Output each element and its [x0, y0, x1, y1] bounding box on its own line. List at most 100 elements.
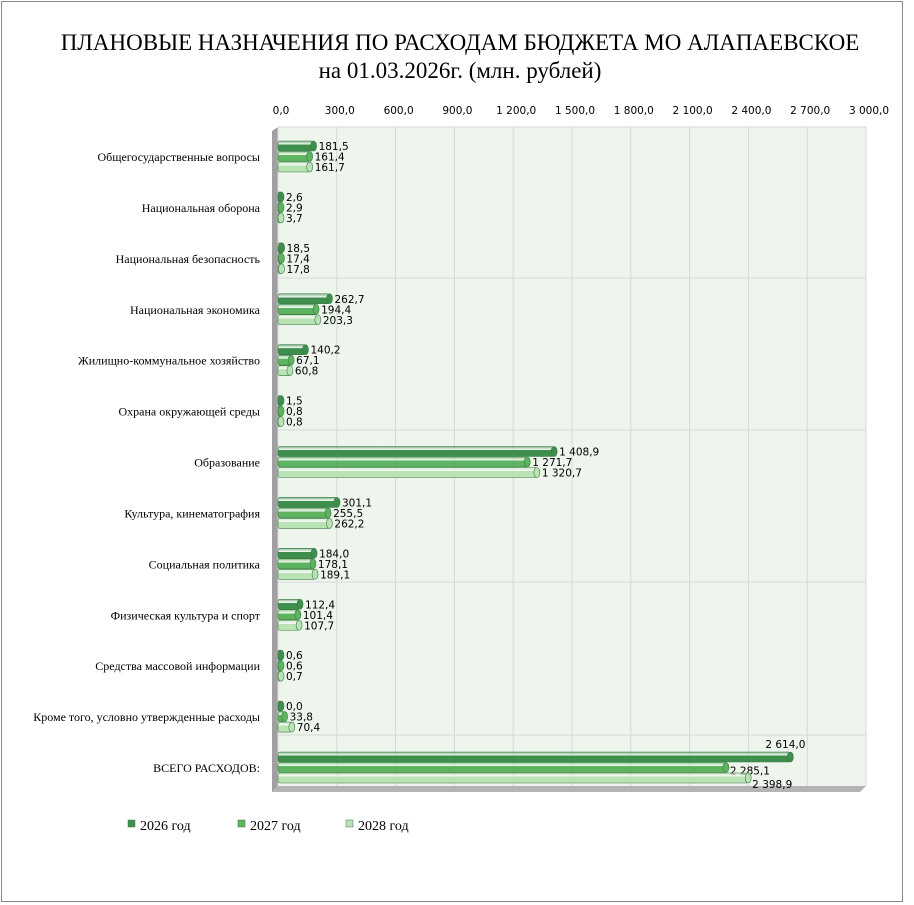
bar-2027-год — [277, 456, 528, 468]
data-label: 3,7 — [286, 213, 303, 225]
bar-cap — [550, 446, 558, 457]
data-label: 18,5 — [287, 243, 310, 255]
bar-2028-год — [277, 161, 310, 173]
chart-title-line2: на 01.03.2026г. (млн. рублей) — [319, 58, 602, 83]
data-label: 161,4 — [315, 152, 345, 164]
bar-2026-год — [277, 497, 338, 508]
data-label: 0,8 — [286, 417, 303, 429]
category-label: Жилищно-коммунальное хозяйство — [78, 354, 260, 368]
x-tick-label: 600,0 — [384, 105, 414, 117]
legend-swatch — [127, 819, 136, 828]
category-label: ВСЕГО РАСХОДОВ: — [153, 761, 260, 775]
bar-cap — [277, 700, 285, 712]
x-tick-label: 2 400,0 — [731, 105, 771, 117]
x-tick-label: 300,0 — [325, 105, 355, 117]
bar-2027-год — [277, 151, 310, 162]
bar-cap — [326, 293, 333, 305]
bar-2026-год — [277, 140, 314, 152]
data-label: 0,8 — [286, 406, 303, 418]
side-wall — [272, 127, 278, 792]
floor — [272, 786, 866, 792]
bar-cap — [288, 721, 296, 733]
data-label: 17,4 — [286, 253, 310, 265]
bar-cap — [333, 497, 341, 508]
bar-2026-год — [277, 548, 315, 559]
category-label: Национальная экономика — [130, 303, 261, 317]
bar-2028-год — [277, 518, 330, 529]
bar-cap — [294, 609, 302, 621]
data-label: 2 614,0 — [765, 739, 805, 751]
x-tick-label: 1 800,0 — [614, 105, 654, 117]
legend-entry: 2028 год — [358, 819, 409, 834]
legend-entry: 2026 год — [140, 819, 191, 834]
category-label: Средства массовой информации — [95, 659, 260, 673]
bar-cap — [295, 619, 303, 631]
category-label: Национальная оборона — [142, 201, 261, 215]
bar-cap — [302, 344, 309, 355]
data-label: 189,1 — [320, 569, 350, 581]
data-label: 1 320,7 — [542, 468, 582, 480]
bar-cap — [277, 191, 285, 203]
data-label: 70,4 — [297, 722, 321, 734]
bar-2027-год — [277, 507, 329, 519]
bar-cap — [314, 314, 322, 326]
data-label: 262,2 — [334, 518, 364, 530]
data-label: 0,6 — [286, 650, 303, 662]
bar-cap — [277, 395, 285, 406]
bar-cap — [278, 242, 285, 254]
category-label: Социальная политика — [149, 557, 261, 571]
x-tick-label: 900,0 — [442, 105, 472, 117]
bar-cap — [787, 751, 794, 763]
data-label: 2,9 — [286, 202, 303, 214]
bar-cap — [310, 548, 318, 559]
data-label: 1 271,7 — [532, 457, 572, 469]
category-label: Национальная безопасность — [116, 252, 261, 266]
data-label: 184,0 — [319, 548, 349, 560]
category-label: Физическая культура и спорт — [111, 608, 261, 622]
bar-cap — [278, 253, 285, 264]
data-label: 181,5 — [319, 141, 349, 153]
bar-cap — [286, 365, 294, 376]
x-tick-label: 1 500,0 — [555, 105, 595, 117]
data-label: 161,7 — [315, 162, 345, 174]
legend-swatch — [345, 819, 354, 828]
bar-cap — [324, 507, 332, 519]
category-label: Охрана окружающей среды — [119, 405, 261, 419]
bar-cap — [311, 569, 319, 580]
category-label: Культура, кинематография — [124, 506, 260, 520]
category-label: Образование — [194, 456, 260, 470]
data-label: 140,2 — [310, 345, 340, 357]
bar-cap — [277, 649, 285, 661]
data-label: 178,1 — [318, 559, 348, 571]
bar-2026-год — [277, 446, 555, 457]
bar-cap — [277, 660, 285, 671]
category-label: Кроме того, условно утвержденные расходы — [33, 710, 260, 724]
data-label: 0,0 — [286, 701, 303, 713]
bar-2028-год — [277, 314, 319, 326]
bar-2026-год — [277, 344, 306, 355]
data-label: 67,1 — [296, 355, 319, 367]
data-label: 203,3 — [323, 315, 353, 327]
bar-cap — [278, 263, 285, 275]
bar-cap — [306, 161, 313, 173]
data-label: 60,8 — [295, 366, 318, 378]
data-label: 0,6 — [286, 661, 303, 673]
bar-cap — [310, 140, 317, 152]
bar-cap — [309, 558, 317, 570]
data-label: 2,6 — [286, 192, 303, 204]
data-label: 301,1 — [342, 497, 372, 509]
bar-cap — [277, 212, 285, 224]
legend-entry: 2027 год — [250, 819, 301, 834]
chart-title-line1: ПЛАНОВЫЕ НАЗНАЧЕНИЯ ПО РАСХОДАМ БЮДЖЕТА … — [61, 30, 860, 55]
bar-2027-год — [277, 303, 317, 315]
bar-2027-год — [277, 558, 314, 570]
x-tick-label: 0,0 — [273, 105, 290, 117]
bar-cap — [277, 405, 285, 417]
bar-2026-год — [277, 598, 301, 610]
bar-2028-год — [277, 569, 316, 580]
bar-cap — [281, 711, 288, 722]
bar-2028-год — [277, 467, 538, 478]
legend-swatch — [237, 819, 246, 828]
x-tick-label: 3 000,0 — [849, 105, 889, 117]
